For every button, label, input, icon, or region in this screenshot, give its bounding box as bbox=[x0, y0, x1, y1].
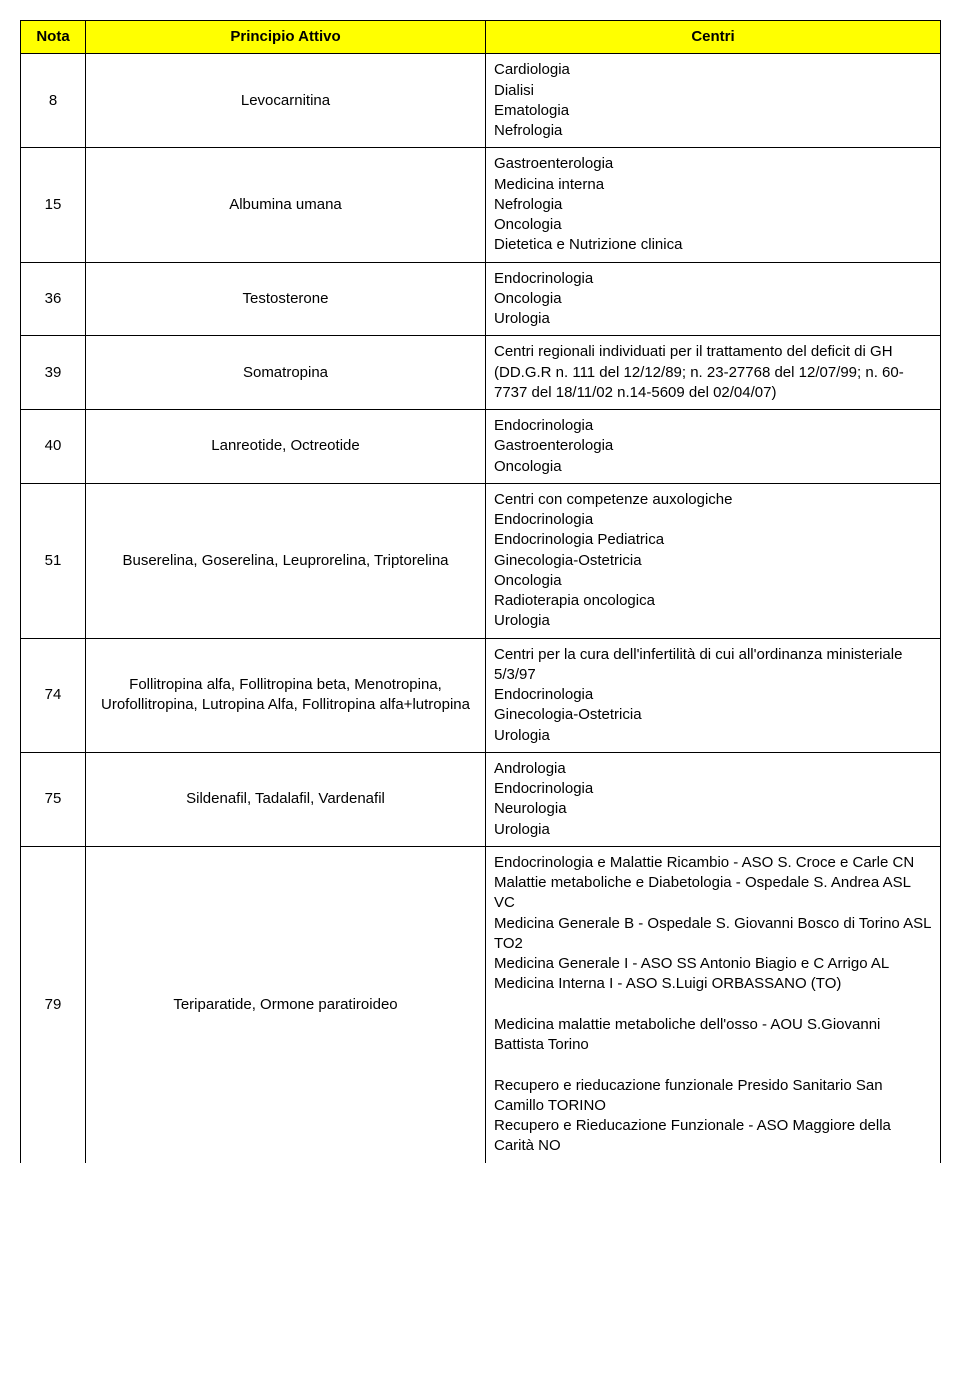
col-header-principio: Principio Attivo bbox=[86, 21, 486, 54]
cell-principio: Somatropina bbox=[86, 336, 486, 410]
cell-nota: 51 bbox=[21, 483, 86, 638]
table-body: 8 Levocarnitina Cardiologia Dialisi Emat… bbox=[21, 54, 941, 1163]
cell-nota: 39 bbox=[21, 336, 86, 410]
cell-nota: 40 bbox=[21, 410, 86, 484]
table-row: 75 Sildenafil, Tadalafil, Vardenafil And… bbox=[21, 752, 941, 846]
cell-centri: Endocrinologia Gastroenterologia Oncolog… bbox=[486, 410, 941, 484]
cell-centri: Centri per la cura dell'infertilità di c… bbox=[486, 638, 941, 752]
cell-nota: 8 bbox=[21, 54, 86, 148]
table-row: 51 Buserelina, Goserelina, Leuprorelina,… bbox=[21, 483, 941, 638]
cell-centri: Endocrinologia e Malattie Ricambio - ASO… bbox=[486, 846, 941, 1162]
cell-centri: Andrologia Endocrinologia Neurologia Uro… bbox=[486, 752, 941, 846]
cell-centri: Endocrinologia Oncologia Urologia bbox=[486, 262, 941, 336]
cell-principio: Testosterone bbox=[86, 262, 486, 336]
cell-principio: Follitropina alfa, Follitropina beta, Me… bbox=[86, 638, 486, 752]
cell-principio: Buserelina, Goserelina, Leuprorelina, Tr… bbox=[86, 483, 486, 638]
cell-nota: 79 bbox=[21, 846, 86, 1162]
cell-nota: 15 bbox=[21, 148, 86, 262]
table-header-row: Nota Principio Attivo Centri bbox=[21, 21, 941, 54]
cell-centri: Cardiologia Dialisi Ematologia Nefrologi… bbox=[486, 54, 941, 148]
cell-centri: Gastroenterologia Medicina interna Nefro… bbox=[486, 148, 941, 262]
cell-principio: Lanreotide, Octreotide bbox=[86, 410, 486, 484]
col-header-nota: Nota bbox=[21, 21, 86, 54]
table-row: 36 Testosterone Endocrinologia Oncologia… bbox=[21, 262, 941, 336]
cell-principio: Levocarnitina bbox=[86, 54, 486, 148]
cell-principio: Sildenafil, Tadalafil, Vardenafil bbox=[86, 752, 486, 846]
cell-nota: 36 bbox=[21, 262, 86, 336]
table-row: 40 Lanreotide, Octreotide Endocrinologia… bbox=[21, 410, 941, 484]
table-row: 8 Levocarnitina Cardiologia Dialisi Emat… bbox=[21, 54, 941, 148]
cell-nota: 74 bbox=[21, 638, 86, 752]
cell-centri: Centri con competenze auxologiche Endocr… bbox=[486, 483, 941, 638]
table-row: 74 Follitropina alfa, Follitropina beta,… bbox=[21, 638, 941, 752]
data-table: Nota Principio Attivo Centri 8 Levocarni… bbox=[20, 20, 941, 1163]
table-row: 15 Albumina umana Gastroenterologia Medi… bbox=[21, 148, 941, 262]
cell-centri: Centri regionali individuati per il trat… bbox=[486, 336, 941, 410]
table-row: 39 Somatropina Centri regionali individu… bbox=[21, 336, 941, 410]
table-row: 79 Teriparatide, Ormone paratiroideo End… bbox=[21, 846, 941, 1162]
cell-principio: Albumina umana bbox=[86, 148, 486, 262]
cell-principio: Teriparatide, Ormone paratiroideo bbox=[86, 846, 486, 1162]
col-header-centri: Centri bbox=[486, 21, 941, 54]
cell-nota: 75 bbox=[21, 752, 86, 846]
